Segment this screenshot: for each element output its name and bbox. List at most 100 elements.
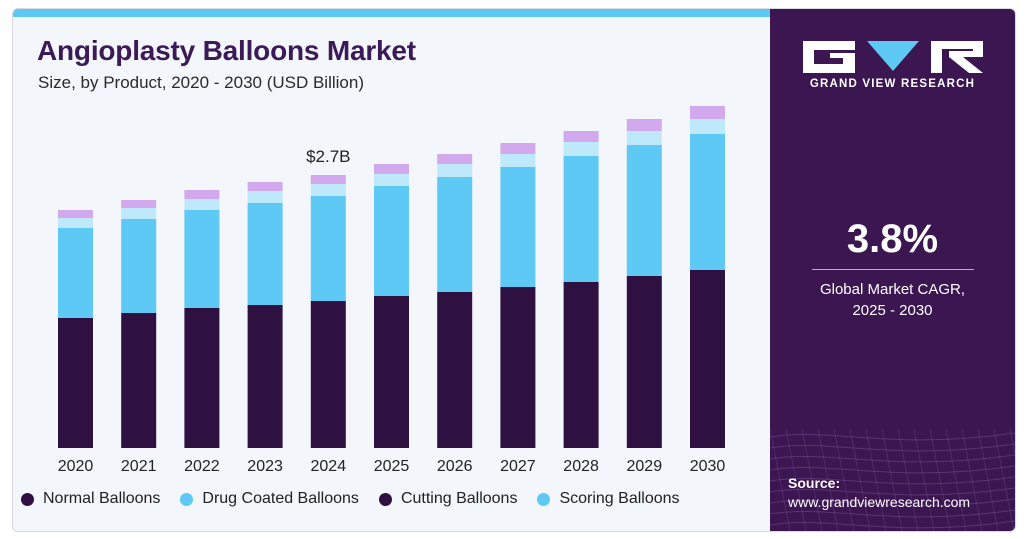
bar-2020-scoring	[58, 210, 93, 218]
wave-line	[770, 509, 1015, 518]
grid-line	[770, 429, 791, 531]
legend-item-cutting: Cutting Balloons	[378, 490, 518, 508]
grid-line	[817, 429, 839, 531]
bar-2024-drug-coated	[310, 196, 346, 301]
bar-2027-drug-coated	[500, 167, 536, 287]
bar-2026-drug-coated	[437, 177, 473, 292]
wave-line	[770, 454, 1015, 463]
grid-line	[929, 429, 951, 531]
grid-line	[961, 429, 983, 531]
bar-2025-drug-coated	[374, 186, 409, 296]
bar-2023-scoring	[247, 182, 283, 191]
grand-view-research-logo	[803, 41, 983, 73]
bar-2023-cutting	[247, 191, 283, 203]
cagr-divider	[812, 269, 974, 270]
bar-2025-cutting	[374, 174, 409, 186]
x-tick-label: 2020	[58, 458, 94, 475]
grid-line	[801, 429, 823, 531]
grid-line	[1009, 429, 1015, 458]
bar-2026-cutting	[437, 164, 473, 177]
stacked-bar-chart: 2020 2021 2022 2023 2024 $2.7B 2025 2026 2027 202…	[58, 106, 725, 475]
bar-2022-drug-coated	[184, 210, 220, 308]
bar-2020-drug-coated	[58, 228, 93, 318]
legend-item-scoring: Scoring Balloons	[537, 490, 680, 508]
wave-line	[770, 498, 1015, 507]
brand-name: GRAND VIEW RESEARCH	[809, 78, 976, 90]
x-tick-label: 2023	[247, 458, 283, 475]
wave-grid-decoration	[770, 429, 1015, 531]
x-tick-label: 2021	[121, 458, 157, 475]
legend-item-normal: Normal Balloons	[21, 490, 160, 508]
wave-line	[770, 432, 1015, 441]
cagr-label-line2: 2025 - 2030	[852, 302, 933, 319]
x-tick-label: 2027	[500, 458, 536, 475]
grid-line	[913, 429, 935, 531]
bar-2022-cutting	[184, 199, 220, 210]
legend-label-drug-coated: Drug Coated Balloons	[202, 490, 359, 507]
grid-line	[849, 429, 871, 531]
report-card: Angioplasty Balloons Market Size, by Pro…	[12, 8, 1016, 532]
wave-line	[770, 465, 1015, 474]
legend-swatch-scoring	[537, 492, 551, 506]
bar-2024-scoring	[310, 175, 346, 184]
bar-2030-cutting	[690, 119, 725, 134]
cagr-label: Global Market CAGR, 2025 - 2030	[770, 279, 1015, 321]
bar-2026-normal	[437, 292, 473, 448]
grid-line	[785, 429, 807, 531]
bar-2030-drug-coated	[690, 134, 725, 270]
legend-label-cutting: Cutting Balloons	[400, 490, 518, 507]
bar-2030-scoring	[690, 106, 725, 119]
legend-swatch-drug-coated	[180, 492, 194, 506]
x-tick-label: 2026	[437, 458, 473, 475]
source-label: Source:	[788, 475, 841, 491]
x-tick-label: 2025	[374, 458, 410, 475]
legend-swatch-cutting	[378, 492, 392, 506]
grid-line	[993, 429, 1015, 531]
bar-2027-scoring	[500, 143, 536, 154]
bar-2021-scoring	[121, 200, 157, 208]
grid-line	[897, 429, 919, 531]
bar-2030-normal	[690, 270, 725, 448]
bar-2027-cutting	[500, 154, 536, 167]
wave-line	[770, 487, 1015, 496]
bar-2023-drug-coated	[247, 203, 283, 305]
bar-2028-scoring	[563, 131, 599, 142]
bar-2024-normal	[310, 301, 346, 448]
grid-line	[865, 429, 887, 531]
bar-2021-cutting	[121, 208, 157, 219]
chart-title: Angioplasty Balloons Market	[37, 35, 416, 66]
bar-2028-cutting	[563, 142, 599, 156]
grid-line	[881, 429, 903, 531]
bar-2020-cutting	[58, 218, 93, 228]
data-label-annotation: $2.7B	[306, 147, 350, 166]
bar-2029-drug-coated	[626, 145, 662, 276]
legend-label-scoring: Scoring Balloons	[559, 490, 680, 507]
bar-2029-scoring	[626, 119, 662, 131]
cagr-label-line1: Global Market CAGR,	[819, 281, 966, 298]
legend-item-drug-coated: Drug Coated Balloons	[180, 490, 359, 508]
wave-line	[770, 476, 1015, 485]
bar-2027-normal	[500, 287, 536, 448]
chart-subtitle: Size, by Product, 2020 - 2030 (USD Billi…	[38, 73, 364, 92]
bar-2029-cutting	[626, 131, 662, 145]
cagr-value: 3.8%	[846, 217, 939, 261]
grid-line	[977, 429, 999, 531]
bar-2024-cutting	[310, 184, 346, 196]
x-tick-label: 2029	[627, 458, 663, 475]
grid-line	[945, 429, 967, 531]
bar-2028-drug-coated	[563, 156, 599, 282]
bar-2021-normal	[121, 313, 157, 448]
legend-label-normal: Normal Balloons	[43, 490, 161, 507]
bar-2022-scoring	[184, 190, 220, 199]
bar-2020-normal	[58, 318, 93, 448]
bar-2025-scoring	[374, 164, 409, 174]
sidebar-panel: GRAND VIEW RESEARCH 3.8% Global Market C…	[770, 9, 1015, 531]
bar-2023-normal	[247, 305, 283, 448]
chart-legend: Normal Balloons Drug Coated Balloons Cut…	[21, 490, 700, 508]
x-tick-label: 2024	[311, 458, 347, 475]
bar-2026-scoring	[437, 154, 473, 164]
x-tick-label: 2028	[563, 458, 599, 475]
grid-line	[833, 429, 855, 531]
bar-2025-normal	[374, 296, 409, 448]
source-url: www.grandviewresearch.com	[788, 494, 971, 510]
